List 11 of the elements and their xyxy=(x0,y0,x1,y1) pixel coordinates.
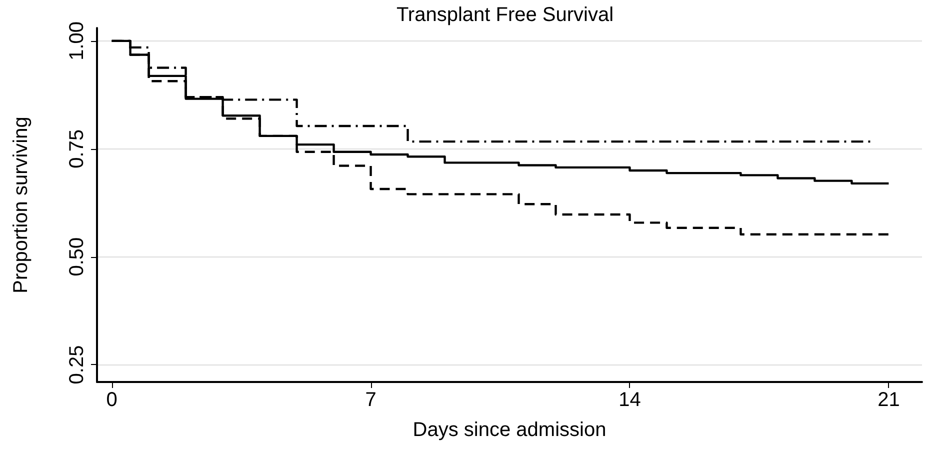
y-tick-label: 0.75 xyxy=(66,129,88,168)
y-axis-title: Proportion surviving xyxy=(10,116,32,294)
y-tick-label: 1.00 xyxy=(66,21,88,60)
x-tick-label: 0 xyxy=(106,389,118,411)
chart-title: Transplant Free Survival xyxy=(396,4,614,26)
x-tick-label: 14 xyxy=(618,389,641,411)
y-tick-label: 0.25 xyxy=(66,345,88,384)
x-tick-label: 21 xyxy=(878,389,900,411)
x-tick-label: 7 xyxy=(365,389,376,411)
y-tick-label: 0.50 xyxy=(66,237,88,276)
x-axis-title: Days since admission xyxy=(412,419,606,441)
